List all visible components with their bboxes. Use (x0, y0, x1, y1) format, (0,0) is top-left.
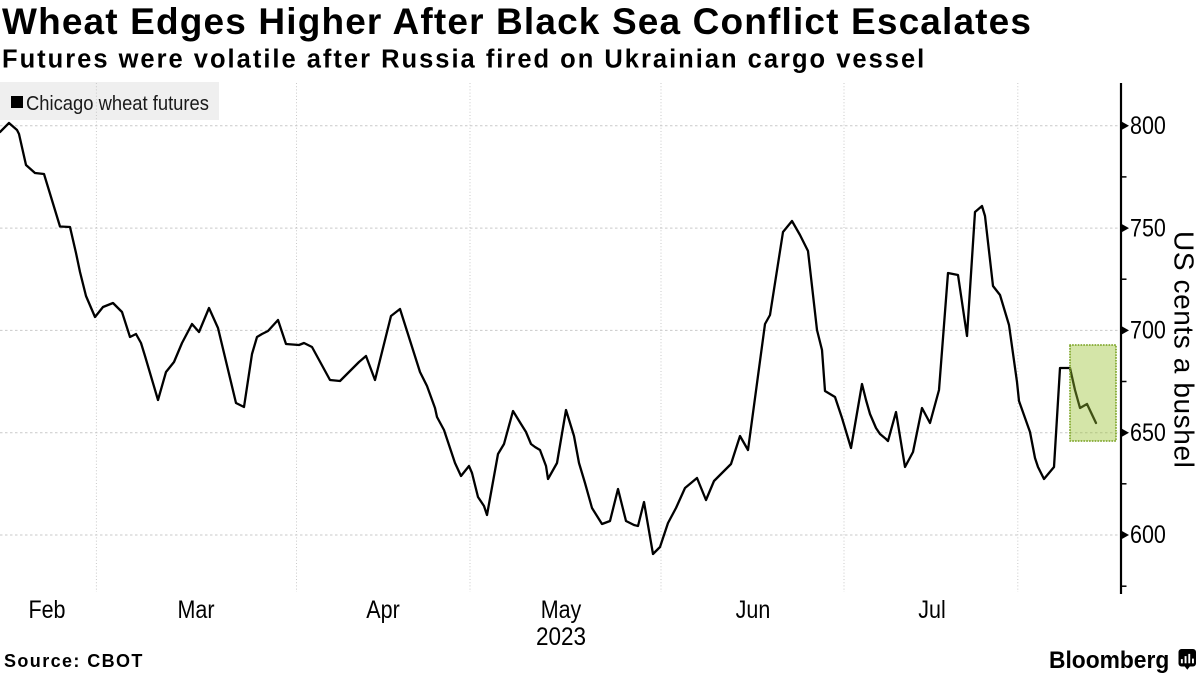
svg-text:700: 700 (1130, 316, 1166, 344)
svg-text:800: 800 (1130, 111, 1166, 139)
svg-text:750: 750 (1130, 214, 1166, 242)
svg-text:May: May (541, 595, 582, 623)
svg-text:Futures were volatile after Ru: Futures were volatile after Russia fired… (2, 46, 926, 74)
svg-text:Feb: Feb (28, 595, 65, 623)
svg-text:Wheat Edges Higher After Black: Wheat Edges Higher After Black Sea Confl… (2, 1, 1032, 42)
svg-text:Jul: Jul (918, 595, 945, 623)
svg-text:US cents a bushel: US cents a bushel (1169, 231, 1200, 468)
svg-text:Source: CBOT: Source: CBOT (4, 651, 144, 671)
svg-text:Jun: Jun (736, 595, 771, 623)
svg-text:650: 650 (1130, 418, 1166, 446)
svg-text:2023: 2023 (536, 623, 586, 651)
svg-text:Bloomberg: Bloomberg (1049, 646, 1169, 673)
svg-text:600: 600 (1130, 521, 1166, 549)
svg-text:Mar: Mar (177, 595, 214, 623)
svg-text:Apr: Apr (366, 595, 400, 623)
svg-text:Chicago wheat futures: Chicago wheat futures (26, 93, 209, 115)
